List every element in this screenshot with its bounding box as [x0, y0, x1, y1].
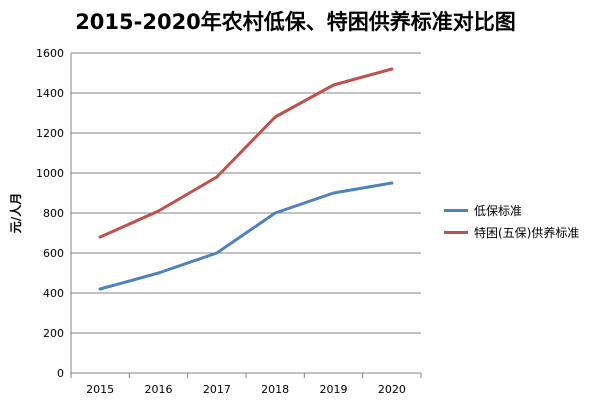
data-point — [157, 209, 160, 213]
y-tick-label: 1200 — [36, 127, 64, 140]
chart-title: 2015-2020年农村低保、特困供养标准对比图 — [75, 10, 516, 34]
x-tick-label: 2016 — [145, 383, 173, 396]
data-point — [273, 115, 277, 119]
x-tick-label: 2017 — [203, 383, 231, 396]
y-tick-label: 400 — [43, 287, 64, 300]
y-tick-label: 1600 — [36, 47, 64, 60]
legend-label: 低保标准 — [474, 203, 523, 218]
legend: 低保标准特困(五保)供养标准 — [444, 199, 579, 243]
y-tick-label: 800 — [43, 207, 64, 220]
x-tick-label: 2015 — [86, 383, 114, 396]
data-point — [390, 181, 394, 185]
y-tick-label: 1400 — [36, 87, 64, 100]
legend-label: 特困(五保)供养标准 — [474, 225, 580, 240]
data-point — [390, 67, 394, 71]
data-point — [215, 175, 219, 179]
y-axis-label: 元/人月 — [8, 193, 23, 233]
data-point — [215, 251, 219, 255]
y-tick-label: 200 — [43, 327, 64, 340]
series-line-0 — [98, 181, 394, 291]
legend-item-1: 特困(五保)供养标准 — [444, 221, 579, 243]
data-point — [98, 235, 102, 239]
data-point — [98, 287, 102, 291]
legend-item-0: 低保标准 — [444, 199, 579, 221]
data-point — [273, 211, 277, 215]
data-point — [157, 271, 160, 275]
x-tick-label: 2020 — [378, 383, 406, 396]
y-tick-label: 1000 — [36, 167, 64, 180]
x-tick-label: 2018 — [261, 383, 289, 396]
data-point — [332, 191, 335, 195]
series-line-1 — [98, 67, 394, 239]
x-tick-label: 2019 — [320, 383, 348, 396]
y-tick-label: 0 — [57, 367, 64, 380]
y-tick-label: 600 — [43, 247, 64, 260]
legend-swatch — [444, 208, 468, 212]
legend-swatch — [444, 230, 468, 234]
data-point — [332, 83, 335, 87]
